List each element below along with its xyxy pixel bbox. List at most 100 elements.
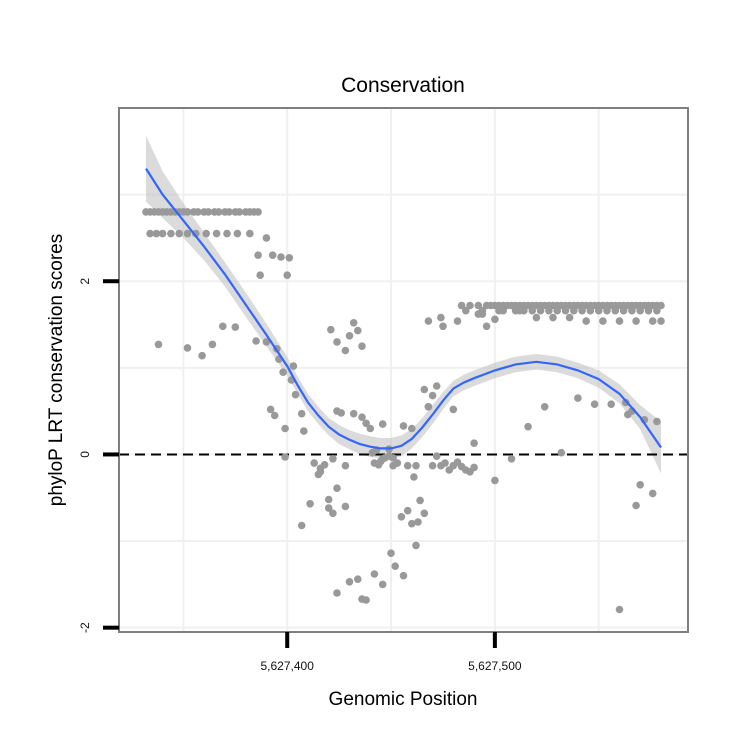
data-point	[408, 519, 416, 528]
data-point	[378, 580, 387, 589]
data-point	[428, 461, 437, 470]
data-point	[574, 394, 582, 402]
data-point	[449, 405, 458, 414]
data-point	[391, 562, 400, 570]
data-point	[158, 229, 167, 238]
data-point	[316, 468, 325, 476]
data-point	[266, 405, 275, 414]
data-point	[540, 403, 549, 411]
data-point	[424, 403, 433, 411]
data-point	[428, 391, 437, 400]
data-point	[457, 301, 466, 310]
confidence-band	[146, 135, 661, 474]
data-point	[607, 400, 615, 409]
data-point	[175, 229, 183, 238]
data-point	[252, 337, 260, 345]
data-point	[349, 409, 358, 418]
data-point	[615, 605, 624, 614]
y-axis-title: phyloP LRT conservation scores	[46, 234, 67, 507]
data-point	[297, 521, 306, 530]
data-point	[327, 325, 335, 334]
data-point	[491, 476, 499, 485]
data-point	[628, 306, 636, 315]
data-point	[212, 229, 221, 238]
data-point	[337, 409, 346, 417]
data-point	[358, 413, 366, 422]
data-point	[414, 518, 422, 526]
smooth-fit-layer	[145, 168, 662, 450]
data-point	[561, 306, 570, 315]
data-point	[482, 322, 491, 331]
data-point	[167, 229, 175, 238]
data-point	[281, 453, 289, 461]
data-point	[233, 229, 242, 238]
data-point	[300, 427, 308, 435]
data-point	[297, 409, 306, 418]
data-point	[586, 306, 595, 315]
data-point	[536, 306, 545, 315]
data-point	[507, 455, 516, 463]
data-point	[231, 323, 240, 331]
data-point	[632, 317, 640, 325]
data-point	[225, 208, 233, 216]
data-point	[557, 448, 566, 457]
data-point	[599, 317, 607, 325]
data-point	[524, 422, 532, 431]
data-point	[470, 439, 478, 448]
data-point	[333, 589, 341, 597]
data-point	[553, 306, 561, 315]
data-point	[349, 319, 358, 327]
data-point	[324, 504, 333, 512]
data-point	[246, 229, 254, 238]
data-point	[152, 229, 161, 238]
data-point	[399, 571, 408, 580]
data-point	[354, 326, 362, 335]
panel-border	[118, 107, 689, 633]
data-point	[636, 481, 644, 489]
data-point	[648, 317, 657, 325]
x-axis-title: Genomic Position	[329, 689, 478, 710]
data-point	[283, 271, 292, 280]
data-point	[310, 459, 319, 467]
data-point	[279, 368, 287, 377]
data-point	[437, 313, 445, 322]
data-point	[345, 332, 354, 340]
data-point	[208, 340, 217, 349]
data-point	[154, 340, 163, 349]
data-point	[362, 419, 370, 428]
confidence-band-layer	[146, 135, 661, 474]
data-point	[329, 509, 337, 518]
data-point	[619, 306, 628, 315]
data-point	[416, 496, 424, 505]
data-point	[202, 229, 210, 238]
data-point	[399, 422, 408, 430]
data-point	[657, 301, 665, 310]
data-point	[632, 501, 640, 510]
data-point	[474, 301, 483, 310]
data-point	[204, 208, 213, 216]
data-point	[389, 461, 397, 470]
data-point	[324, 495, 333, 504]
data-point	[341, 461, 350, 470]
data-point	[590, 400, 599, 409]
data-point	[214, 208, 223, 216]
data-point	[453, 317, 462, 325]
data-point	[412, 541, 420, 550]
data-point	[648, 489, 657, 498]
x-tick-label: 5,627,400	[261, 659, 315, 673]
data-point	[341, 502, 350, 511]
data-point	[219, 322, 227, 331]
chart-title: Conservation	[341, 74, 465, 97]
data-point	[412, 461, 420, 470]
data-point	[329, 455, 337, 463]
data-point	[354, 575, 362, 583]
data-point	[615, 317, 624, 325]
data-point	[387, 549, 395, 557]
data-point	[570, 306, 578, 315]
data-point	[358, 342, 366, 351]
data-point	[636, 306, 644, 315]
data-point	[345, 578, 354, 586]
data-point	[545, 306, 553, 315]
data-point	[410, 473, 418, 481]
